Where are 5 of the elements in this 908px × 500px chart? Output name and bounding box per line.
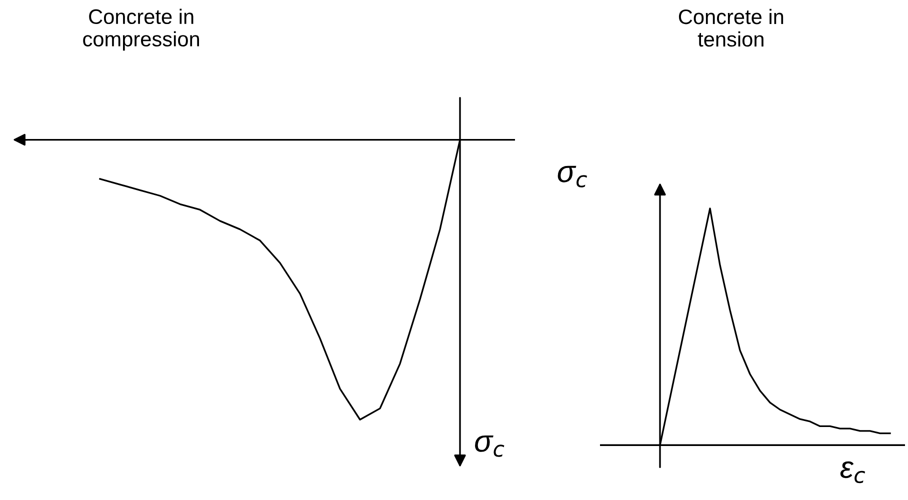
x-axis-title: ε$_{c}$ [840, 461, 866, 484]
y-axis-title: σ$_{c}$ [475, 435, 504, 457]
chart-title: Concrete in tension [678, 8, 784, 47]
y-axis-title: σ$_{c}$ [558, 166, 587, 188]
chart-title: Concrete in compression [83, 8, 200, 51]
